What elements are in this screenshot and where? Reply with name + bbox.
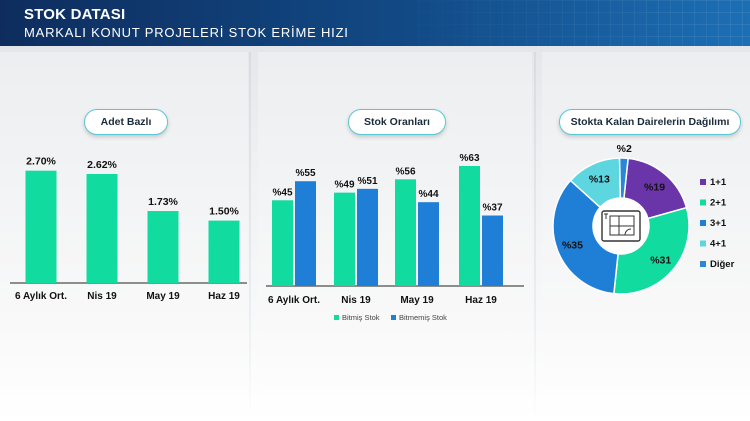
pie-legend-label: 1+1 — [710, 177, 727, 188]
pie-value-label: %19 — [644, 181, 665, 193]
pie-legend-label: 3+1 — [710, 218, 727, 229]
stok-category-label: May 19 — [400, 295, 434, 306]
bitmis-stok-value-label: %63 — [459, 153, 479, 164]
legend-bitmemis-swatch — [391, 315, 396, 320]
adet-category-label: May 19 — [146, 291, 180, 302]
pie-legend-swatch — [700, 220, 706, 226]
adet-bar — [147, 211, 179, 283]
pie-legend-label: 2+1 — [710, 198, 727, 209]
pie-legend-label: Diğer — [710, 259, 735, 270]
panel-divider — [534, 52, 536, 421]
adet-value-label: 1.73% — [148, 196, 178, 208]
pie-slice-3+1 — [552, 179, 619, 295]
bitmemis-stok-value-label: %37 — [482, 203, 502, 214]
pie-legend-swatch — [700, 199, 706, 206]
bitmemis-stok-bar — [482, 215, 503, 286]
pie-legend-swatch — [700, 261, 706, 267]
adet-bar — [25, 170, 57, 283]
adet-bar — [86, 174, 118, 283]
bitmis-stok-bar — [272, 200, 293, 286]
adet-category-label: 6 Aylık Ort. — [15, 291, 67, 302]
adet-value-label: 2.70% — [26, 156, 56, 168]
stok-category-label: 6 Aylık Ort. — [268, 295, 320, 306]
bitmemis-stok-bar — [357, 188, 378, 286]
page-subtitle: MARKALI KONUT PROJELERİ STOK ERİME HIZI — [24, 25, 349, 40]
pie-legend-swatch — [700, 179, 706, 185]
daire-dagilimi-pill: Stokta Kalan Dairelerin Dağılımı — [559, 109, 741, 135]
blueprint-icon-mark — [604, 213, 608, 219]
pie-slice-2+1 — [613, 206, 690, 295]
pie-value-label: %2 — [617, 143, 632, 155]
blueprint-icon-door — [624, 228, 632, 236]
pie-value-label: %31 — [650, 255, 671, 267]
header-grid-decoration — [370, 0, 750, 46]
bitmis-stok-bar — [395, 179, 416, 286]
panel-divider — [249, 52, 251, 421]
legend-bitmis-swatch — [334, 315, 339, 320]
adet-bar — [208, 220, 240, 283]
pie-legend-swatch — [700, 240, 706, 247]
bitmemis-stok-value-label: %55 — [295, 168, 315, 179]
page-title: STOK DATASI — [24, 6, 126, 23]
pie-value-label: %35 — [562, 240, 583, 252]
stok-oranlari-pill: Stok Oranları — [348, 109, 446, 135]
stok-category-label: Nis 19 — [341, 295, 371, 306]
adet-value-label: 1.50% — [209, 206, 239, 218]
bitmis-stok-bar — [459, 165, 480, 286]
bitmis-stok-value-label: %45 — [272, 187, 292, 198]
adet-bazli-pill: Adet Bazlı — [84, 109, 168, 135]
adet-category-label: Haz 19 — [208, 291, 240, 302]
legend-bitmemis-label: Bitmemiş Stok — [399, 313, 447, 322]
bitmis-stok-value-label: %56 — [395, 166, 415, 177]
pie-legend-label: 4+1 — [710, 239, 727, 250]
bitmemis-stok-value-label: %44 — [418, 189, 438, 200]
bitmemis-stok-bar — [418, 202, 439, 286]
pie-slice-Diğer — [618, 157, 629, 199]
header-banner: STOK DATASI MARKALI KONUT PROJELERİ STOK… — [0, 0, 750, 46]
bitmemis-stok-value-label: %51 — [357, 176, 377, 187]
stok-category-label: Haz 19 — [465, 295, 497, 306]
adet-value-label: 2.62% — [87, 159, 117, 171]
bitmemis-stok-bar — [295, 181, 316, 286]
pie-value-label: %13 — [589, 174, 610, 186]
adet-category-label: Nis 19 — [87, 291, 117, 302]
bitmis-stok-bar — [334, 192, 355, 286]
legend-bitmis-label: Bitmiş Stok — [342, 313, 380, 322]
bitmis-stok-value-label: %49 — [334, 180, 354, 191]
